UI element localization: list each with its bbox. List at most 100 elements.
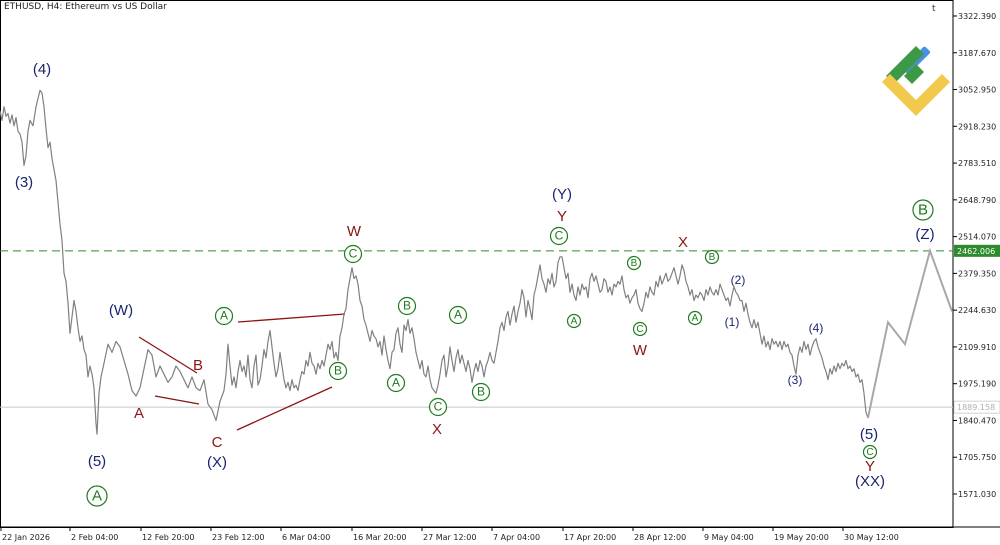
circled-wave-label: C (343, 244, 363, 264)
wave-circle-text: A (692, 313, 699, 324)
y-tick-label: 2918.230 (958, 122, 996, 131)
circled-wave-label: A (214, 306, 234, 326)
x-tick-label: 22 Jan 2026 (2, 533, 50, 542)
trade-panel-icon[interactable]: t (932, 4, 936, 14)
wave-circle-text: C (349, 247, 358, 261)
wave-circle-marker (386, 373, 406, 393)
wave-label: (X) (207, 454, 227, 471)
y-tick-label: 1975.190 (958, 380, 996, 389)
broker-logo (882, 46, 950, 116)
x-tick-label: 27 Mar 12:00 (423, 533, 476, 542)
wave-circle-text: C (555, 229, 564, 243)
wave-circle-text: B (709, 252, 716, 263)
wave-circle-text: B (631, 258, 638, 269)
circled-wave-label: B (328, 361, 348, 381)
subwave-label: (4) (809, 321, 824, 335)
wave-circle-marker (214, 306, 234, 326)
wave-circle-marker (471, 382, 491, 402)
wave-label: A (134, 405, 144, 422)
subwave-label: (3) (788, 373, 803, 387)
wave-circle-marker (566, 313, 582, 329)
x-tick-label: 6 Mar 04:00 (282, 533, 330, 542)
wave-circle-marker (343, 244, 363, 264)
y-tick-label: 2514.070 (958, 233, 996, 242)
x-tick-label: 12 Feb 20:00 (142, 533, 194, 542)
wave-label: Y (865, 458, 875, 475)
y-tick-label: 2109.910 (958, 343, 996, 352)
x-tick-label: 9 May 04:00 (704, 533, 754, 542)
wave-circle-text: A (220, 309, 228, 323)
wave-label: W (633, 342, 648, 359)
y-tick-label: 1705.750 (958, 453, 996, 462)
wave-label: X (432, 421, 442, 438)
x-tick-label: 23 Feb 12:00 (212, 533, 264, 542)
subwave-label: (2) (731, 273, 746, 287)
current-price-label: 1889.158 (957, 403, 995, 412)
circled-wave-label: B (704, 249, 720, 265)
price-series-line (0, 89, 869, 435)
y-tick-label: 3187.670 (958, 49, 996, 58)
wave-circle-marker (626, 255, 642, 271)
wave-label: C (212, 434, 223, 451)
wave-label: W (347, 223, 362, 240)
wave-circle-marker (549, 226, 569, 246)
x-tick-label: 19 May 20:00 (774, 533, 829, 542)
y-tick-label: 2648.790 (958, 196, 996, 205)
circled-wave-label: C (549, 226, 569, 246)
wave-circle-marker (328, 361, 348, 381)
x-tick-label: 17 Apr 20:00 (564, 533, 616, 542)
forecast-path-line (867, 247, 953, 419)
resistance-price-tag (954, 244, 1000, 257)
circled-wave-label: C (862, 444, 878, 460)
y-tick-label: 3052.950 (958, 86, 996, 95)
x-tick-label: 30 May 12:00 (844, 533, 899, 542)
wave-circle-marker (862, 444, 878, 460)
x-tick-label: 2 Feb 04:00 (71, 533, 118, 542)
circled-wave-label: A (86, 485, 108, 507)
circled-wave-label: B (626, 255, 642, 271)
x-tick-label: 28 Apr 12:00 (634, 533, 686, 542)
wave-trend-line (138, 336, 198, 374)
circled-wave-label: C (632, 321, 648, 337)
resistance-price-label: 2462.006 (957, 247, 995, 256)
wave-circle-text: B (334, 364, 342, 378)
wave-circle-text: C (434, 400, 443, 414)
wave-label: (XX) (855, 473, 885, 490)
wave-label: (Y) (552, 186, 572, 203)
wave-circle-marker (428, 397, 448, 417)
y-tick-label: 2783.510 (958, 159, 996, 168)
wave-label: (4) (33, 61, 51, 78)
wave-circle-marker (912, 199, 934, 221)
circled-wave-label: A (687, 310, 703, 326)
wave-circle-marker (704, 249, 720, 265)
wave-circle-text: A (454, 308, 462, 322)
circled-wave-label: C (428, 397, 448, 417)
wave-circle-marker (687, 310, 703, 326)
circled-wave-label: B (912, 199, 934, 221)
x-tick-label: 16 Mar 20:00 (353, 533, 406, 542)
wave-circle-text: A (571, 316, 578, 327)
y-tick-label: 1840.470 (958, 416, 996, 425)
wave-circle-text: B (918, 201, 928, 218)
wave-trend-line (236, 386, 333, 431)
wave-circle-marker (397, 296, 417, 316)
circled-wave-label: A (566, 313, 582, 329)
wave-trend-line (237, 313, 346, 323)
wave-circle-text: A (392, 376, 400, 390)
circled-wave-label: B (471, 382, 491, 402)
wave-trend-line (154, 395, 200, 405)
wave-label: X (678, 234, 688, 251)
y-tick-label: 1571.030 (958, 490, 996, 499)
wave-label: Y (557, 208, 567, 225)
wave-circle-text: C (866, 447, 873, 458)
wave-circle-marker (632, 321, 648, 337)
wave-circle-text: C (636, 324, 643, 335)
wave-label: (5) (88, 453, 106, 470)
circled-wave-label: B (397, 296, 417, 316)
plot-frame (0, 0, 954, 528)
symbol-title: ETHUSD, H4: Ethereum vs US Dollar (4, 2, 167, 12)
wave-label: (5) (860, 426, 878, 443)
current-price-tag (953, 400, 1000, 414)
wave-label: B (193, 357, 203, 374)
